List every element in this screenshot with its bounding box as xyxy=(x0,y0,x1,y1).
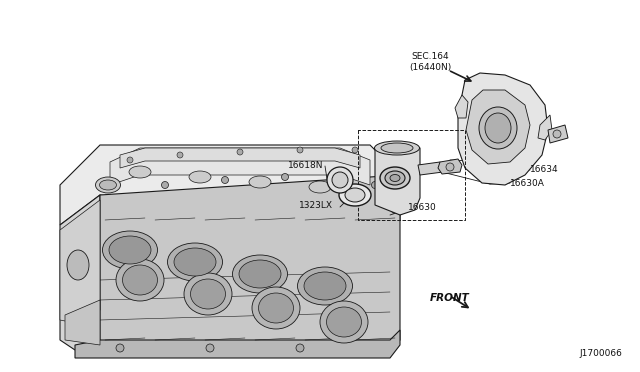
Polygon shape xyxy=(375,143,420,215)
Ellipse shape xyxy=(309,181,331,193)
Circle shape xyxy=(177,152,183,158)
Polygon shape xyxy=(548,125,568,143)
Ellipse shape xyxy=(479,107,517,149)
Ellipse shape xyxy=(109,236,151,264)
Circle shape xyxy=(371,182,378,189)
Ellipse shape xyxy=(99,180,116,190)
Polygon shape xyxy=(120,148,360,168)
Text: (16440N): (16440N) xyxy=(409,63,451,72)
Ellipse shape xyxy=(249,176,271,188)
Text: 16630A: 16630A xyxy=(510,179,545,187)
Ellipse shape xyxy=(116,259,164,301)
Polygon shape xyxy=(455,95,468,118)
Ellipse shape xyxy=(102,231,157,269)
Circle shape xyxy=(221,176,228,183)
Ellipse shape xyxy=(184,273,232,315)
Polygon shape xyxy=(65,300,100,345)
Circle shape xyxy=(127,157,133,163)
Ellipse shape xyxy=(485,113,511,143)
Ellipse shape xyxy=(304,272,346,300)
Circle shape xyxy=(206,344,214,352)
Polygon shape xyxy=(538,115,552,140)
Circle shape xyxy=(446,163,454,171)
Ellipse shape xyxy=(327,167,353,193)
Circle shape xyxy=(282,173,289,180)
Ellipse shape xyxy=(122,265,157,295)
Ellipse shape xyxy=(326,307,362,337)
Ellipse shape xyxy=(191,279,225,309)
Ellipse shape xyxy=(374,141,419,155)
Text: FRONT: FRONT xyxy=(430,293,470,303)
Ellipse shape xyxy=(381,143,413,153)
Polygon shape xyxy=(110,148,370,185)
Ellipse shape xyxy=(174,248,216,276)
Polygon shape xyxy=(458,73,548,185)
Circle shape xyxy=(296,344,304,352)
Ellipse shape xyxy=(259,293,294,323)
Ellipse shape xyxy=(189,171,211,183)
Ellipse shape xyxy=(320,301,368,343)
Ellipse shape xyxy=(239,260,281,288)
Ellipse shape xyxy=(232,255,287,293)
Ellipse shape xyxy=(345,188,365,202)
Polygon shape xyxy=(466,90,530,164)
Circle shape xyxy=(553,130,561,138)
Polygon shape xyxy=(60,195,100,350)
Ellipse shape xyxy=(390,174,400,182)
Ellipse shape xyxy=(380,167,410,189)
Circle shape xyxy=(376,196,383,203)
Circle shape xyxy=(352,147,358,153)
Polygon shape xyxy=(438,159,462,174)
Text: 16634: 16634 xyxy=(530,166,559,174)
Circle shape xyxy=(297,147,303,153)
Ellipse shape xyxy=(67,250,89,280)
Ellipse shape xyxy=(332,172,348,188)
Ellipse shape xyxy=(168,243,223,281)
Polygon shape xyxy=(418,162,443,175)
Text: 16618N: 16618N xyxy=(287,160,323,170)
Circle shape xyxy=(237,149,243,155)
Text: SEC.164: SEC.164 xyxy=(411,52,449,61)
Circle shape xyxy=(392,206,399,214)
Ellipse shape xyxy=(95,177,120,193)
Polygon shape xyxy=(60,200,100,325)
Circle shape xyxy=(161,182,168,189)
Ellipse shape xyxy=(385,171,405,185)
Polygon shape xyxy=(60,145,400,235)
Ellipse shape xyxy=(129,166,151,178)
Ellipse shape xyxy=(298,267,353,305)
Polygon shape xyxy=(100,175,400,355)
Circle shape xyxy=(116,344,124,352)
Text: J1700066: J1700066 xyxy=(579,349,622,358)
Text: 16630: 16630 xyxy=(408,202,436,212)
Text: 1323LX: 1323LX xyxy=(299,202,333,211)
Ellipse shape xyxy=(339,184,371,206)
Polygon shape xyxy=(75,330,400,358)
Circle shape xyxy=(342,170,349,177)
Ellipse shape xyxy=(252,287,300,329)
